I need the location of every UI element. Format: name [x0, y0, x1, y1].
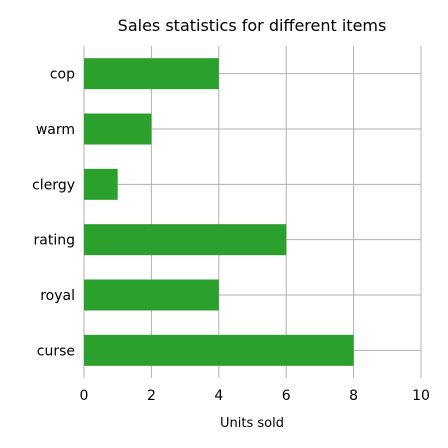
y-tick-label-clergy: clergy: [32, 177, 75, 193]
x-axis-label: Units sold: [220, 416, 284, 431]
x-tick-label: 2: [147, 388, 156, 404]
grid-lines: [83, 46, 422, 378]
y-tick-labels: curse royal rating clergy warm cop: [32, 67, 75, 360]
bar-cop: [84, 58, 219, 90]
bars: [84, 58, 354, 366]
y-tick-label-curse: curse: [37, 343, 75, 359]
bar-royal: [84, 279, 219, 311]
chart-title: Sales statistics for different items: [118, 16, 387, 35]
x-tick-labels: 0 2 4 6 8 10: [80, 388, 430, 404]
bar-rating: [84, 224, 287, 256]
x-tick-label: 4: [214, 388, 223, 404]
x-tick-label: 0: [80, 388, 89, 404]
x-tick-label: 8: [349, 388, 358, 404]
y-tick-label-warm: warm: [36, 122, 75, 138]
x-tick-label: 10: [412, 388, 430, 404]
y-tick-label-rating: rating: [34, 233, 75, 249]
bar-curse: [84, 334, 354, 366]
y-tick-label-cop: cop: [50, 67, 75, 83]
bar-warm: [84, 113, 152, 145]
y-tick-label-royal: royal: [40, 288, 75, 304]
bar-clergy: [84, 168, 118, 200]
x-tick-label: 6: [282, 388, 291, 404]
